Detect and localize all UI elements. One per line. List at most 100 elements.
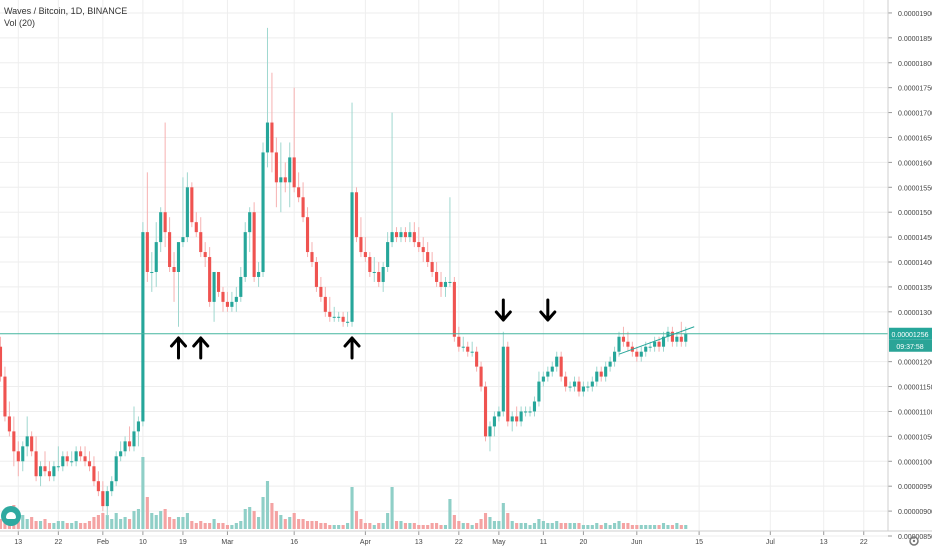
candle-body[interactable] [590,381,594,387]
candle-body[interactable] [87,461,92,467]
candle-body[interactable] [412,232,416,243]
candle-body[interactable] [461,346,465,348]
candle-body[interactable] [483,386,488,437]
candle-body[interactable] [305,217,310,253]
candle-body[interactable] [448,281,452,283]
candle-body[interactable] [199,232,203,253]
candle-body[interactable] [564,376,568,387]
candle-body[interactable] [644,346,648,352]
candle-body[interactable] [12,431,16,452]
candle-body[interactable] [185,187,189,238]
candle-body[interactable] [377,271,381,282]
candle-body[interactable] [127,441,132,447]
candle-body[interactable] [25,436,29,447]
candle-body[interactable] [595,371,599,382]
candle-body[interactable] [141,232,145,422]
candle-body[interactable] [265,122,270,153]
time-axis[interactable]: 13 22 Feb 10 19 Mar 16 Apr 13 22 May 11 20 Jun 15 Jul 13… [0,530,932,546]
candle-body[interactable] [608,361,612,367]
candle-body[interactable] [7,416,11,432]
candle-body[interactable] [172,267,176,272]
candle-body[interactable] [194,222,198,233]
candle-body[interactable] [635,351,639,357]
candle-body[interactable] [310,252,314,263]
candle-body[interactable] [74,451,78,462]
candle-body[interactable] [319,286,323,297]
candle-body[interactable] [341,316,345,322]
candle-body[interactable] [221,291,225,302]
candle-body[interactable] [653,341,657,347]
candle-body[interactable] [452,281,456,337]
candle-body[interactable] [154,242,158,272]
candle-body[interactable] [457,336,461,347]
candle-body[interactable] [234,296,238,302]
candle-body[interactable] [639,351,643,357]
candle-body[interactable] [519,411,523,422]
candle-body[interactable] [261,152,265,272]
candle-body[interactable] [626,341,630,347]
candle-body[interactable] [30,436,34,452]
candle-body[interactable] [661,336,666,347]
candle-body[interactable] [403,232,407,238]
candle-body[interactable] [252,212,256,277]
candle-body[interactable] [279,177,283,183]
candle-body[interactable] [501,346,505,412]
candle-body[interactable] [208,257,212,302]
candle-body[interactable] [230,301,234,307]
candle-body[interactable] [621,336,626,342]
candle-body[interactable] [92,466,96,482]
candle-body[interactable] [16,451,20,462]
candle-body[interactable] [492,416,496,427]
candle-body[interactable] [350,192,354,322]
candle-body[interactable] [0,346,3,377]
candle-body[interactable] [270,122,274,153]
candle-body[interactable] [79,451,83,457]
candle-body[interactable] [332,316,336,318]
candle-body[interactable] [292,157,296,188]
candle-body[interactable] [34,451,38,477]
candle-body[interactable] [430,262,434,272]
candle-body[interactable] [421,247,425,253]
candle-body[interactable] [488,426,492,437]
candle-body[interactable] [550,366,554,372]
candle-body[interactable] [546,371,550,377]
candle-body[interactable] [83,456,87,462]
candle-body[interactable] [145,232,149,272]
candle-body[interactable] [328,311,332,317]
candle-body[interactable] [163,212,167,233]
candle-body[interactable] [390,232,394,243]
candle-body[interactable] [56,466,60,468]
candle-body[interactable] [568,386,572,388]
candle-body[interactable] [119,451,123,457]
candle-body[interactable] [168,232,172,267]
candle-body[interactable] [114,456,118,482]
candle-body[interactable] [203,252,207,258]
candle-body[interactable] [136,421,140,432]
candle-body[interactable] [435,271,439,282]
candle-body[interactable] [61,456,65,467]
candle-body[interactable] [43,466,47,472]
candle-body[interactable] [528,411,532,413]
candle-body[interactable] [524,411,528,413]
candle-body[interactable] [38,466,43,477]
candle-body[interactable] [181,237,185,243]
candle-body[interactable] [368,257,372,272]
candle-body[interactable] [613,351,617,362]
candle-body[interactable] [159,212,163,243]
candle-body[interactable] [96,481,100,492]
candle-body[interactable] [599,371,603,377]
candle-body[interactable] [657,341,661,347]
candle-body[interactable] [225,301,229,307]
candle-body[interactable] [212,271,216,302]
candle-body[interactable] [3,376,7,417]
candle-body[interactable] [190,187,194,223]
candle-body[interactable] [346,321,350,323]
candle-body[interactable] [617,336,621,352]
candle-body[interactable] [604,366,608,377]
candle-body[interactable] [288,157,292,183]
candle-body[interactable] [239,276,243,297]
candle-body[interactable] [466,346,470,352]
candle-body[interactable] [301,197,305,218]
candle-body[interactable] [408,232,412,238]
